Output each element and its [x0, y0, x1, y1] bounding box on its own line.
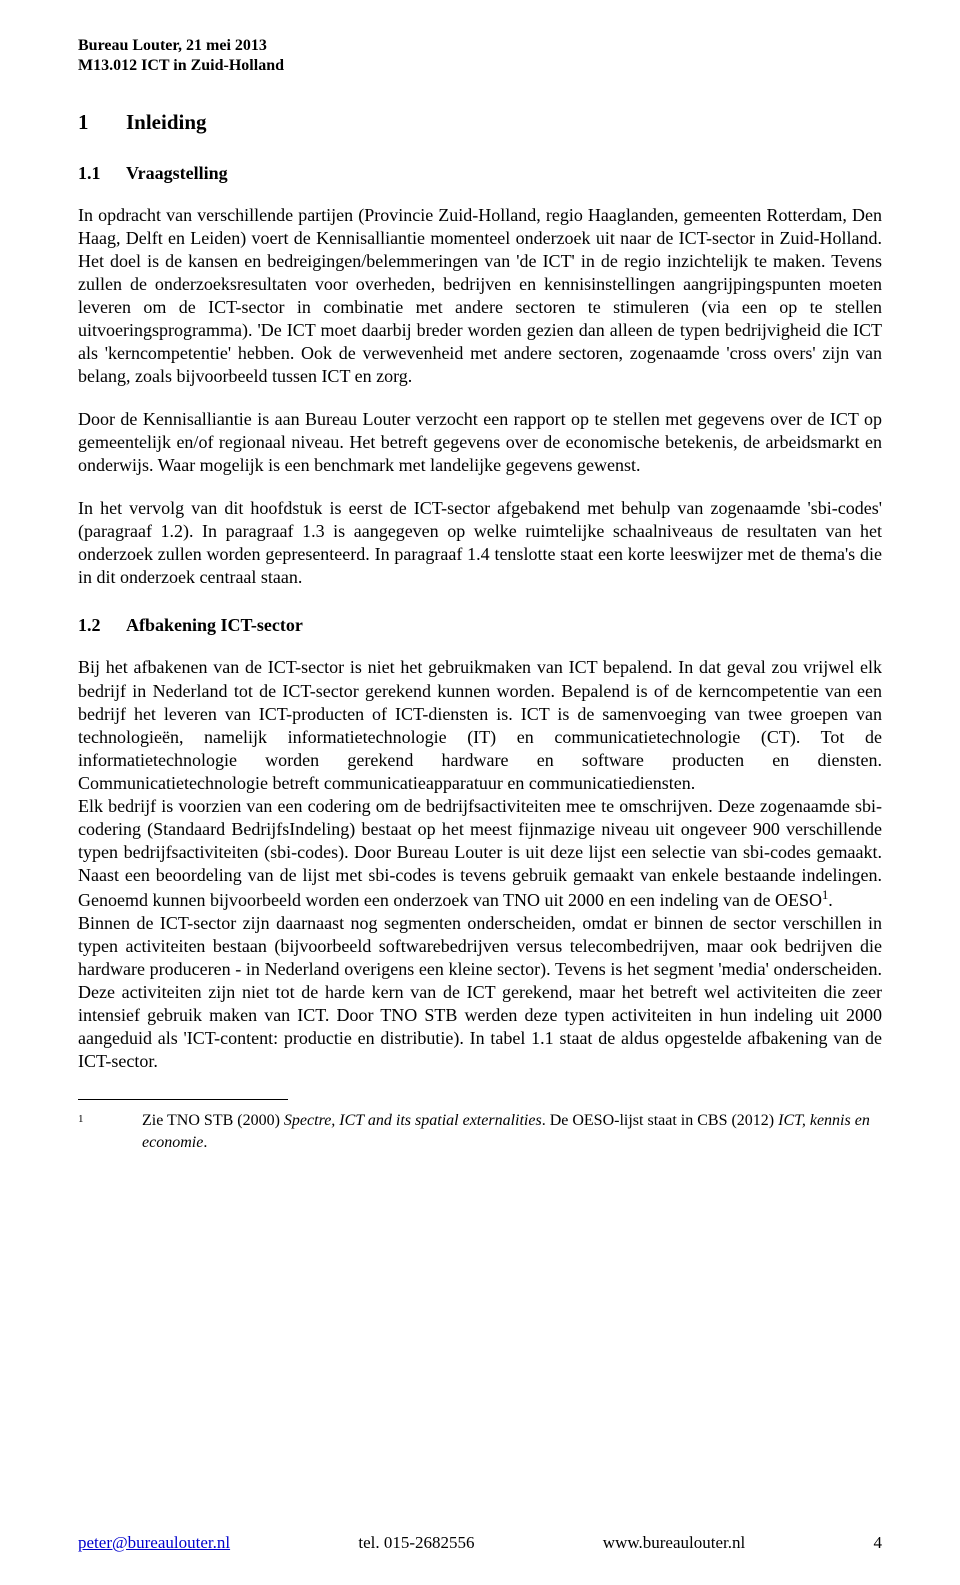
chapter-heading: 1Inleiding	[78, 110, 882, 135]
paragraph-block: Bij het afbakenen van de ICT-sector is n…	[78, 656, 882, 1073]
chapter-title: Inleiding	[126, 110, 207, 134]
paragraph: In het vervolg van dit hoofdstuk is eers…	[78, 497, 882, 589]
section-number: 1.2	[78, 615, 126, 636]
paragraph-text: Bij het afbakenen van de ICT-sector is n…	[78, 657, 882, 792]
section-number: 1.1	[78, 163, 126, 184]
paragraph-text: .	[828, 890, 833, 910]
footnote-span: . De OESO-lijst staat in CBS (2012)	[542, 1112, 778, 1129]
section-heading-1-2: 1.2Afbakening ICT-sector	[78, 615, 882, 636]
section-title: Afbakening ICT-sector	[126, 615, 303, 635]
footnote-number: 1	[78, 1110, 142, 1127]
paragraph: In opdracht van verschillende partijen (…	[78, 204, 882, 388]
footnote-separator	[78, 1099, 288, 1100]
section-heading-1-1: 1.1Vraagstelling	[78, 163, 882, 184]
footer-url[interactable]: www.bureaulouter.nl	[603, 1533, 745, 1553]
page-footer: peter@bureaulouter.nl tel. 015-2682556 w…	[78, 1533, 882, 1553]
section-title: Vraagstelling	[126, 163, 228, 183]
footer-page-number: 4	[874, 1533, 883, 1553]
footer-email[interactable]: peter@bureaulouter.nl	[78, 1533, 230, 1553]
footnote-text: Zie TNO STB (2000) Spectre, ICT and its …	[142, 1110, 882, 1153]
footnote-span: .	[203, 1134, 207, 1151]
paragraph: Door de Kennisalliantie is aan Bureau Lo…	[78, 408, 882, 477]
header-line-2: M13.012 ICT in Zuid-Holland	[78, 56, 882, 76]
paragraph-text: Elk bedrijf is voorzien van een codering…	[78, 796, 882, 910]
page: Bureau Louter, 21 mei 2013 M13.012 ICT i…	[0, 0, 960, 1585]
header-line-1: Bureau Louter, 21 mei 2013	[78, 36, 882, 56]
footnote-italic: Spectre, ICT and its spatial externaliti…	[284, 1112, 542, 1129]
footnote-span: Zie TNO STB (2000)	[142, 1112, 284, 1129]
paragraph-text: Binnen de ICT-sector zijn daarnaast nog …	[78, 913, 882, 1071]
chapter-number: 1	[78, 110, 126, 135]
footnote: 1 Zie TNO STB (2000) Spectre, ICT and it…	[78, 1110, 882, 1153]
footer-tel: tel. 015-2682556	[358, 1533, 474, 1553]
